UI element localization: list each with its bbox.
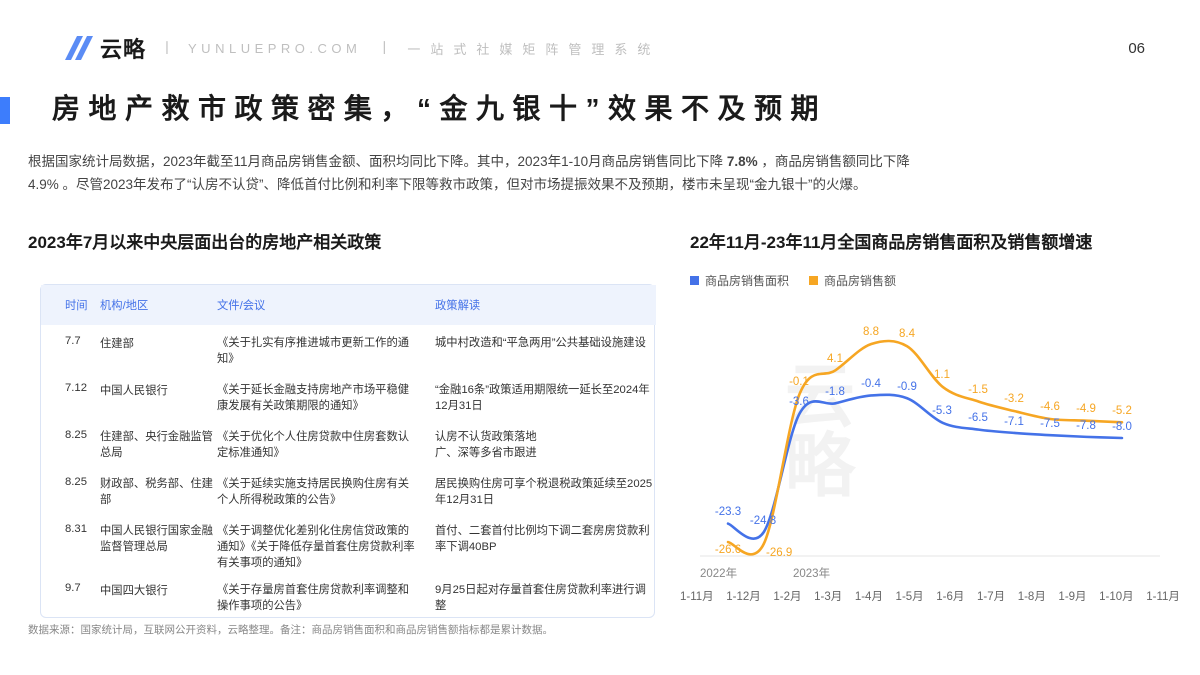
svg-text:-4.9: -4.9 bbox=[1076, 403, 1096, 415]
svg-text:1.1: 1.1 bbox=[934, 369, 950, 381]
svg-text:-23.3: -23.3 bbox=[715, 506, 741, 518]
svg-text:-1.8: -1.8 bbox=[825, 386, 845, 398]
svg-text:-4.6: -4.6 bbox=[1040, 401, 1060, 413]
svg-text:-6.5: -6.5 bbox=[968, 412, 988, 424]
svg-text:-7.1: -7.1 bbox=[1004, 416, 1024, 428]
svg-text:略: 略 bbox=[785, 427, 856, 505]
svg-text:-5.3: -5.3 bbox=[932, 405, 952, 417]
svg-text:-26.6: -26.6 bbox=[715, 544, 741, 556]
svg-text:-26.9: -26.9 bbox=[766, 547, 792, 559]
svg-text:-8.0: -8.0 bbox=[1112, 421, 1132, 433]
svg-text:-0.4: -0.4 bbox=[861, 378, 881, 390]
svg-text:8.8: 8.8 bbox=[863, 326, 879, 338]
svg-text:-0.1: -0.1 bbox=[789, 376, 809, 388]
svg-text:-0.9: -0.9 bbox=[897, 381, 917, 393]
svg-text:-7.8: -7.8 bbox=[1076, 420, 1096, 432]
svg-text:-5.2: -5.2 bbox=[1112, 405, 1132, 417]
svg-text:-3.2: -3.2 bbox=[1004, 393, 1024, 405]
svg-text:4.1: 4.1 bbox=[827, 353, 843, 365]
svg-text:-1.5: -1.5 bbox=[968, 384, 988, 396]
svg-text:-7.5: -7.5 bbox=[1040, 418, 1060, 430]
svg-text:-3.6: -3.6 bbox=[789, 396, 809, 408]
svg-text:-24.8: -24.8 bbox=[750, 515, 776, 527]
svg-text:8.4: 8.4 bbox=[899, 328, 916, 340]
